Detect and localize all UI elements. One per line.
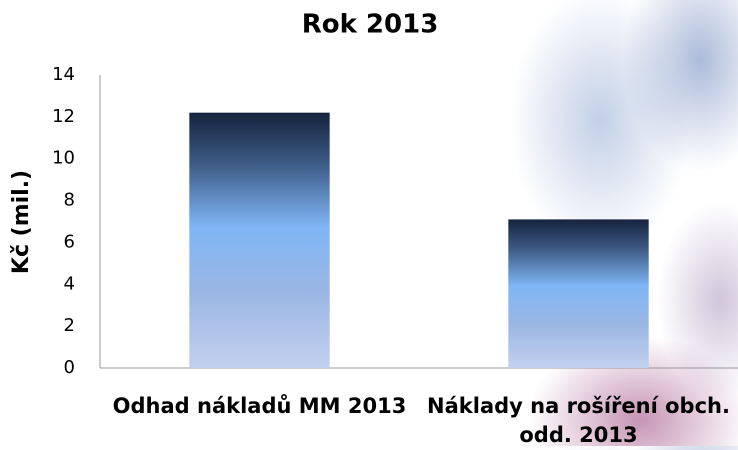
y-tick-label: 6 xyxy=(64,231,75,252)
y-tick-label: 10 xyxy=(52,148,75,169)
chart: Rok 2013 Kč (mil.) 0 2 4 6 8 10 12 14 xyxy=(0,0,738,446)
bar xyxy=(189,113,329,368)
page: Rok 2013 Kč (mil.) 02468101214 (() => { … xyxy=(0,0,738,446)
y-tick-label: 4 xyxy=(64,273,75,294)
y-tick-label: 12 xyxy=(52,106,75,127)
x-tick-label: Náklady na rošíření obch. odd. 2013 xyxy=(424,392,734,450)
bar xyxy=(508,219,648,368)
y-tick-label: 8 xyxy=(64,190,75,211)
x-tick-label: Odhad nákladů MM 2013 xyxy=(105,392,415,421)
y-tick-label: 2 xyxy=(64,315,75,336)
y-axis-label: Kč (mil.) xyxy=(9,170,34,274)
y-tick-label: 0 xyxy=(64,357,75,378)
y-tick-label: 14 xyxy=(52,64,75,85)
chart-title: Rok 2013 xyxy=(302,10,439,40)
